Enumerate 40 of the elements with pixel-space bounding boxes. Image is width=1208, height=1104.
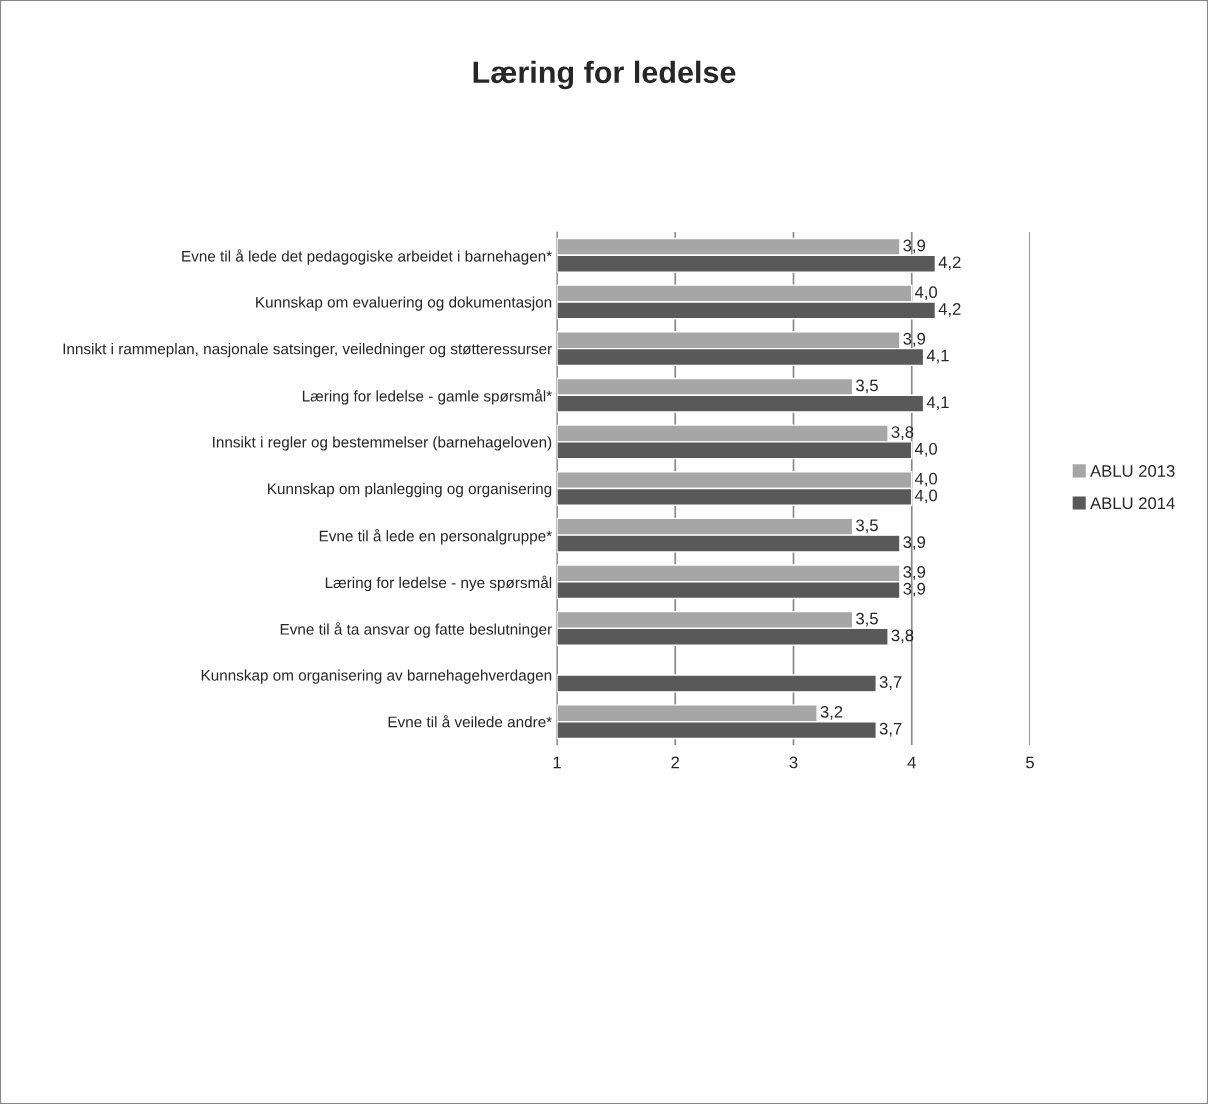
data-label: 3,9 xyxy=(903,239,926,254)
data-label: 3,7 xyxy=(879,676,902,690)
data-label: 4,1 xyxy=(926,349,949,364)
y-tick-label: Kunnskap om organisering av barnehagehverdagen xyxy=(201,669,552,684)
data-label: 4,2 xyxy=(938,256,961,271)
data-label: 4,1 xyxy=(926,396,949,411)
x-tick-label: 5 xyxy=(1026,756,1034,769)
data-label: 4,0 xyxy=(914,442,938,457)
y-tick-label: Læring for ledelse - gamle spørsmål* xyxy=(302,389,552,405)
y-tick-label: Kunnskap om planlegging og organisering xyxy=(268,482,552,498)
data-label: 4,0 xyxy=(914,286,938,300)
y-tick-label: Evne til å lede en personalgruppe* xyxy=(319,528,552,545)
x-tick-label: 3 xyxy=(789,756,798,769)
data-label: 4,0 xyxy=(914,472,938,487)
x-tick-label: 4 xyxy=(907,756,916,769)
data-label: 3,5 xyxy=(856,612,878,627)
data-label: 3,7 xyxy=(879,722,902,737)
legend-label: ABLU 2013 xyxy=(1090,465,1175,477)
y-tick-label: Evne til å lede det pedagogiske arbeidet i barnehagen* xyxy=(182,249,552,265)
y-tick-label: Evne til å ta ansvar og fatte beslutninger xyxy=(280,622,552,638)
data-label: 3,9 xyxy=(903,582,926,597)
chart-title: Læring for ledelse xyxy=(473,60,736,90)
data-label: 3,9 xyxy=(903,536,926,550)
data-label: 3,5 xyxy=(856,519,878,534)
y-tick-label: Kunnskap om evaluering og dokumentasjon xyxy=(256,296,552,311)
data-label: 3,8 xyxy=(891,629,914,644)
data-label: 3,9 xyxy=(903,332,926,347)
x-tick-label: 2 xyxy=(671,756,680,769)
data-label: 3,5 xyxy=(856,379,878,394)
data-label: 3,9 xyxy=(903,566,926,580)
data-label: 4,2 xyxy=(938,303,961,317)
data-label: 3,2 xyxy=(820,705,843,720)
y-tick-label: Innsikt i rammeplan, nasjonale satsinger, veiledninger og støtteressurser xyxy=(63,343,552,358)
y-tick-label: Innsikt i regler og bestemmelser (barnehageloven) xyxy=(213,436,552,451)
y-tick-label: Læring for ledelse - nye spørsmål xyxy=(325,575,552,592)
legend-label: ABLU 2014 xyxy=(1090,497,1175,510)
data-label: 4,0 xyxy=(914,489,938,504)
data-label: 3,8 xyxy=(891,426,914,440)
y-tick-label: Evne til å veilede andre* xyxy=(388,714,552,728)
x-tick-label: 1 xyxy=(553,756,561,769)
